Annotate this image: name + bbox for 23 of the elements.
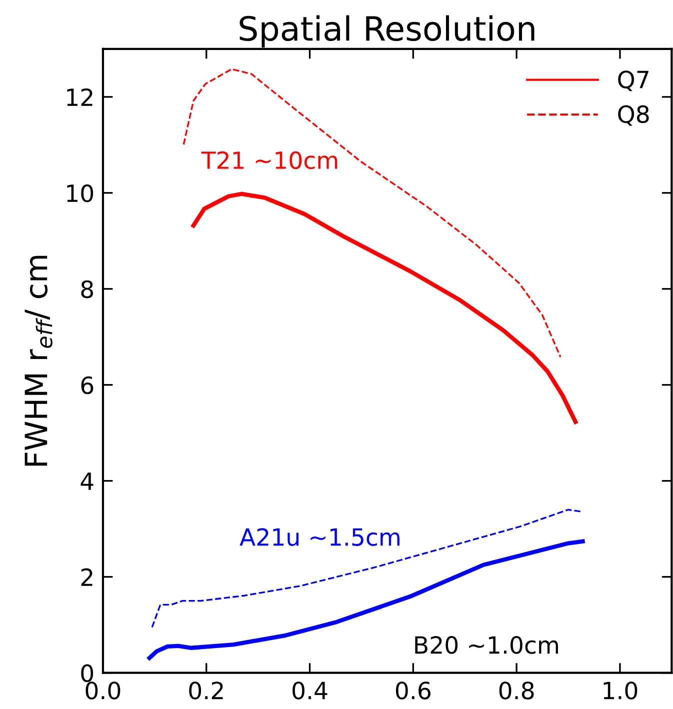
x-tick-label: 0.4: [292, 682, 328, 700]
x-tick-label: 0.0: [86, 682, 120, 700]
y-tick-label: 4: [80, 472, 94, 490]
y-axis-title: FWHM r$_{eff}$/ cm: [24, 256, 52, 466]
annotation: A21u ~1.5cm: [240, 528, 400, 546]
y-tick-label: 6: [81, 376, 94, 394]
legend-label: Q8: [618, 105, 649, 126]
y-tick-label: 12: [67, 88, 92, 106]
y-tick-label: 8: [81, 280, 94, 298]
annotation: T21 ~10cm: [201, 151, 338, 170]
line-series: [182, 68, 562, 358]
chart-title: Spatial Resolution: [240, 15, 534, 48]
x-tick-label: 1.0: [604, 682, 638, 700]
x-tick-label: 0.6: [396, 682, 430, 700]
legend-label: Q7: [618, 70, 648, 92]
x-tick-label: 0.8: [499, 682, 534, 700]
y-tick-label: 2: [81, 568, 92, 586]
line-series: [151, 508, 582, 628]
line-series: [191, 192, 578, 424]
x-tick-label: 0.2: [189, 682, 223, 700]
y-tick-label: 10: [67, 184, 94, 202]
y-tick-label: 0: [81, 664, 94, 682]
annotation: B20 ~1.0cm: [415, 636, 558, 654]
